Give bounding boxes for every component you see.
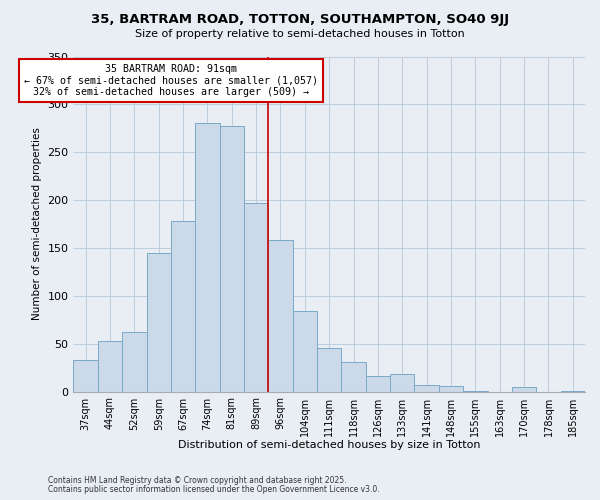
Bar: [98, 341, 122, 392]
Text: Contains public sector information licensed under the Open Government Licence v3: Contains public sector information licen…: [48, 484, 380, 494]
X-axis label: Distribution of semi-detached houses by size in Totton: Distribution of semi-detached houses by …: [178, 440, 481, 450]
Text: Contains HM Land Registry data © Crown copyright and database right 2025.: Contains HM Land Registry data © Crown c…: [48, 476, 347, 485]
Bar: [366, 376, 390, 392]
Text: 35 BARTRAM ROAD: 91sqm
← 67% of semi-detached houses are smaller (1,057)
32% of : 35 BARTRAM ROAD: 91sqm ← 67% of semi-det…: [24, 64, 318, 98]
Bar: [293, 311, 317, 392]
Text: 35, BARTRAM ROAD, TOTTON, SOUTHAMPTON, SO40 9JJ: 35, BARTRAM ROAD, TOTTON, SOUTHAMPTON, S…: [91, 12, 509, 26]
Bar: [73, 360, 98, 392]
Bar: [317, 348, 341, 392]
Bar: [220, 126, 244, 392]
Bar: [341, 362, 366, 392]
Bar: [146, 253, 171, 392]
Y-axis label: Number of semi-detached properties: Number of semi-detached properties: [32, 128, 42, 320]
Bar: [244, 203, 268, 392]
Bar: [415, 385, 439, 392]
Bar: [268, 240, 293, 392]
Bar: [512, 387, 536, 392]
Bar: [195, 122, 220, 392]
Bar: [171, 221, 195, 392]
Bar: [463, 390, 488, 392]
Bar: [122, 332, 146, 392]
Bar: [439, 386, 463, 392]
Bar: [560, 390, 585, 392]
Bar: [390, 374, 415, 392]
Text: Size of property relative to semi-detached houses in Totton: Size of property relative to semi-detach…: [135, 29, 465, 39]
